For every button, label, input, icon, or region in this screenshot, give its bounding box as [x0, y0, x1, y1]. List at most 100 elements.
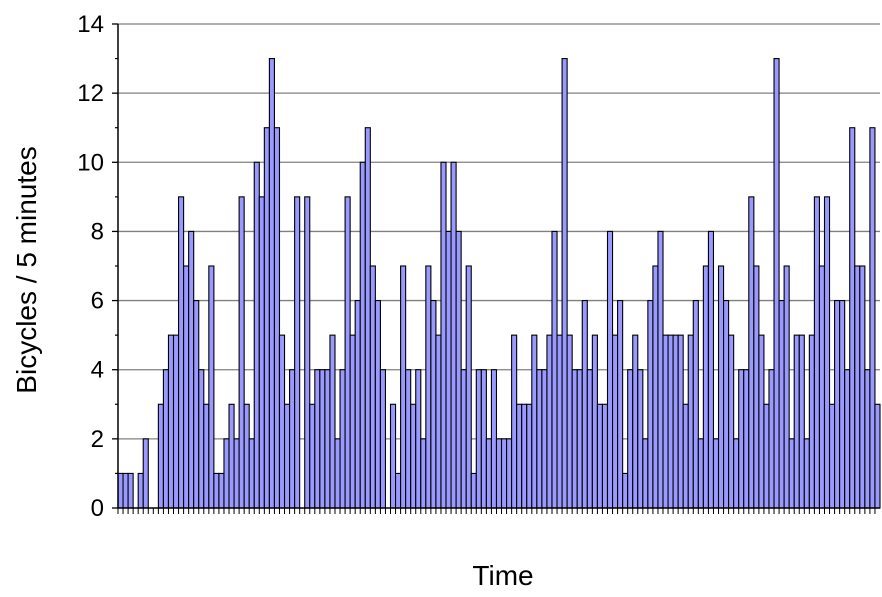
bar	[263, 127, 270, 509]
bar	[364, 127, 371, 509]
bar	[213, 472, 220, 509]
bar	[379, 369, 387, 509]
bar	[440, 161, 447, 509]
bar	[798, 334, 805, 509]
bar	[601, 403, 609, 509]
y-tick-label: 4	[91, 357, 104, 384]
bar	[193, 300, 200, 509]
bar	[324, 369, 331, 509]
bar	[278, 334, 286, 509]
y-tick-label: 12	[77, 80, 104, 107]
y-tick-labels: 0 2 4 6 8 10 12 14	[77, 11, 104, 522]
bar	[854, 265, 861, 509]
bar	[460, 369, 467, 509]
bar	[248, 438, 255, 509]
bar	[672, 334, 679, 509]
bar	[788, 438, 795, 509]
bar	[581, 300, 588, 509]
gridlines	[118, 23, 880, 440]
y-tick-label: 8	[91, 218, 104, 245]
y-tick-label: 14	[77, 11, 104, 38]
bar	[178, 196, 185, 509]
bar	[733, 438, 740, 509]
bar	[349, 334, 356, 509]
bar	[400, 265, 407, 509]
bar	[162, 369, 170, 509]
bar	[652, 265, 659, 509]
bar	[172, 334, 180, 509]
bar	[828, 403, 836, 509]
bar	[405, 369, 412, 509]
axes	[112, 23, 880, 514]
bar	[268, 58, 275, 509]
bar	[137, 472, 144, 509]
bar	[410, 403, 417, 509]
bar	[521, 403, 528, 509]
bars	[117, 58, 881, 509]
bar	[657, 230, 664, 509]
bar	[359, 161, 366, 509]
bar	[188, 230, 195, 509]
bar	[839, 300, 846, 509]
bar	[823, 196, 831, 509]
bar	[465, 265, 472, 509]
bar	[516, 403, 523, 509]
bar	[687, 334, 694, 509]
bar	[813, 196, 820, 509]
bar	[354, 300, 361, 509]
bar	[344, 196, 351, 509]
bar	[253, 161, 260, 509]
bar	[485, 438, 492, 509]
bar	[571, 369, 578, 509]
bar	[319, 369, 326, 509]
bar	[425, 265, 432, 509]
bar	[243, 403, 250, 509]
bar	[622, 472, 629, 509]
bar	[127, 472, 134, 509]
bar	[420, 438, 427, 509]
bar	[455, 230, 462, 509]
bar	[142, 438, 149, 509]
bar	[304, 196, 311, 509]
bar	[596, 403, 604, 509]
bar	[617, 300, 624, 509]
bar	[541, 369, 548, 509]
bar	[864, 369, 871, 509]
bar	[803, 438, 810, 509]
bar	[743, 369, 750, 509]
bar	[157, 403, 164, 509]
bar	[329, 334, 336, 509]
bar	[723, 300, 730, 509]
bar	[238, 196, 245, 509]
bar	[369, 265, 376, 509]
bar	[314, 369, 321, 509]
bar	[662, 334, 669, 509]
bar	[561, 58, 568, 509]
bar	[773, 58, 780, 509]
bar	[692, 300, 699, 509]
bar	[233, 438, 240, 509]
bar	[778, 300, 785, 509]
bar	[591, 334, 598, 509]
bar	[475, 369, 482, 509]
bar	[470, 472, 477, 509]
bar	[632, 334, 639, 509]
bar	[874, 403, 881, 509]
bar	[258, 196, 265, 509]
y-tick-label: 10	[77, 149, 104, 176]
bar	[198, 369, 205, 509]
bar	[430, 300, 437, 509]
bar	[586, 369, 593, 509]
bar	[697, 438, 704, 509]
bar	[183, 265, 190, 509]
bar	[273, 127, 281, 509]
bar	[309, 403, 316, 509]
bar	[647, 300, 654, 509]
bar	[748, 196, 755, 509]
bar	[606, 230, 614, 509]
bar	[526, 403, 533, 509]
bar	[551, 230, 558, 509]
bar	[611, 334, 619, 509]
bar	[763, 403, 770, 509]
bar	[228, 403, 235, 509]
